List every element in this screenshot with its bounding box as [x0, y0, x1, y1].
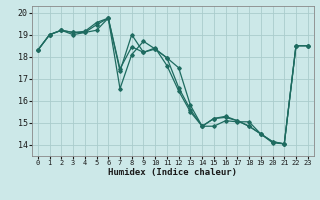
X-axis label: Humidex (Indice chaleur): Humidex (Indice chaleur) — [108, 168, 237, 177]
